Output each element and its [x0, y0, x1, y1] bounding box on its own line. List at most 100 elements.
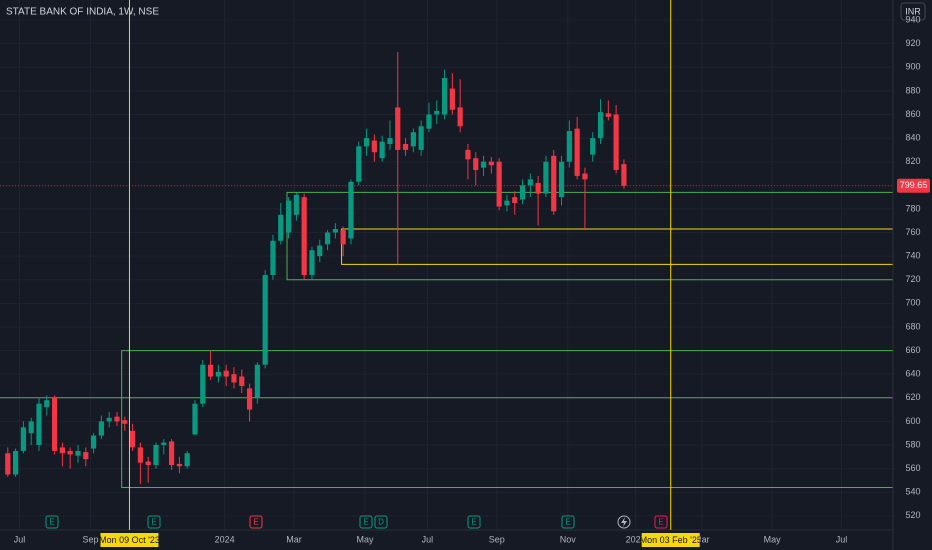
- candle-body: [254, 364, 260, 398]
- candle-body: [75, 450, 81, 456]
- candle-body: [262, 275, 268, 365]
- candle-body: [168, 441, 175, 466]
- event-icon: [359, 515, 373, 529]
- y-tick-label: 540: [905, 487, 920, 497]
- candle-body: [192, 403, 198, 435]
- event-icon: [249, 515, 263, 529]
- candle-body: [207, 364, 214, 377]
- y-tick-label: 640: [905, 369, 920, 379]
- candle-body: [59, 447, 65, 454]
- y-tick-label: 880: [905, 85, 920, 95]
- y-tick-label: 740: [905, 251, 920, 261]
- candle-body: [527, 179, 533, 186]
- y-tick-label: 600: [905, 416, 920, 426]
- candle-body: [332, 228, 338, 233]
- candle-body: [106, 417, 112, 422]
- y-tick-label: 720: [905, 274, 920, 284]
- candle-body: [441, 77, 448, 115]
- event-icon: [374, 515, 388, 529]
- candle-body: [457, 107, 463, 127]
- candle-body: [434, 110, 440, 115]
- event-icon: [561, 515, 575, 529]
- event-label: E: [49, 518, 54, 527]
- candle-body: [83, 452, 89, 460]
- event-icon: [147, 515, 161, 529]
- candle-body: [371, 140, 377, 153]
- candle-body: [387, 138, 393, 145]
- y-tick-label: 840: [905, 132, 920, 142]
- candle-body: [200, 364, 206, 404]
- candle-body: [574, 128, 580, 176]
- event-icon: [654, 515, 668, 529]
- event-label: E: [565, 518, 570, 527]
- candle-body: [449, 88, 455, 110]
- x-tick-label: Jul: [14, 534, 26, 544]
- last-price-box: [897, 178, 930, 193]
- candle-body: [293, 194, 299, 215]
- candle-body: [215, 371, 221, 377]
- candle-body: [184, 453, 190, 467]
- candle-body: [395, 107, 401, 150]
- candle-body: [317, 245, 323, 257]
- y-tick-label: 580: [905, 439, 920, 449]
- candle-body: [28, 421, 34, 434]
- y-tick-label: 520: [905, 510, 920, 520]
- candle-body: [137, 447, 143, 463]
- candle-body: [363, 138, 370, 147]
- y-tick-label: 860: [905, 109, 920, 119]
- candle-body: [12, 450, 19, 475]
- candle-body: [535, 182, 541, 194]
- candle-body: [51, 397, 58, 451]
- x-tick-label: Sep: [489, 534, 505, 544]
- candle-body: [488, 161, 494, 166]
- candle-body: [590, 138, 596, 155]
- candle-body: [176, 463, 182, 467]
- time-label-box: [641, 533, 700, 547]
- candle-body: [621, 164, 627, 186]
- y-tick-label: 940: [905, 14, 920, 24]
- candle-body: [44, 400, 50, 408]
- candle-body: [145, 461, 151, 466]
- candle-body: [270, 240, 276, 276]
- x-tick-label: May: [764, 534, 782, 544]
- candle-body: [285, 200, 292, 233]
- candle-body: [301, 197, 307, 276]
- candle-body: [597, 112, 604, 139]
- candle-body: [309, 250, 315, 276]
- candle-body: [356, 146, 362, 182]
- candle-body: [504, 200, 510, 206]
- y-tick-label: 900: [905, 62, 920, 72]
- candle-body: [348, 181, 354, 239]
- candle-body: [122, 420, 128, 424]
- x-tick-label: Sep: [82, 534, 98, 544]
- plot: [0, 51, 893, 489]
- candle-body: [605, 113, 611, 117]
- candle-body: [519, 185, 526, 200]
- time-label: Mon 09 Oct '23: [99, 535, 160, 545]
- y-tick-label: 560: [905, 463, 920, 473]
- currency-button[interactable]: [900, 2, 926, 21]
- event-label: E: [151, 518, 156, 527]
- event-icon: [467, 515, 481, 529]
- x-tick-label: Nov: [560, 534, 577, 544]
- candle-body: [223, 370, 229, 377]
- time-label: Mon 03 Feb '25: [640, 535, 702, 545]
- y-tick-label: 660: [905, 345, 920, 355]
- candle-body: [231, 374, 237, 383]
- y-tick-label: 760: [905, 227, 920, 237]
- candle-body: [129, 430, 136, 448]
- candle-body: [67, 450, 73, 455]
- drawing-rect: [121, 350, 893, 489]
- y-tick-label: 820: [905, 156, 920, 166]
- currency-label[interactable]: INR: [905, 6, 921, 16]
- last-price-label: 799.65: [900, 180, 928, 190]
- candle-body: [340, 230, 346, 245]
- candle-body: [114, 416, 120, 422]
- x-tick-label: 2025: [626, 534, 646, 544]
- candle-body: [543, 161, 549, 194]
- x-tick-label: Jul: [836, 534, 848, 544]
- candle-body: [566, 131, 572, 162]
- candle-body: [582, 173, 588, 180]
- time-label-box: [100, 533, 159, 547]
